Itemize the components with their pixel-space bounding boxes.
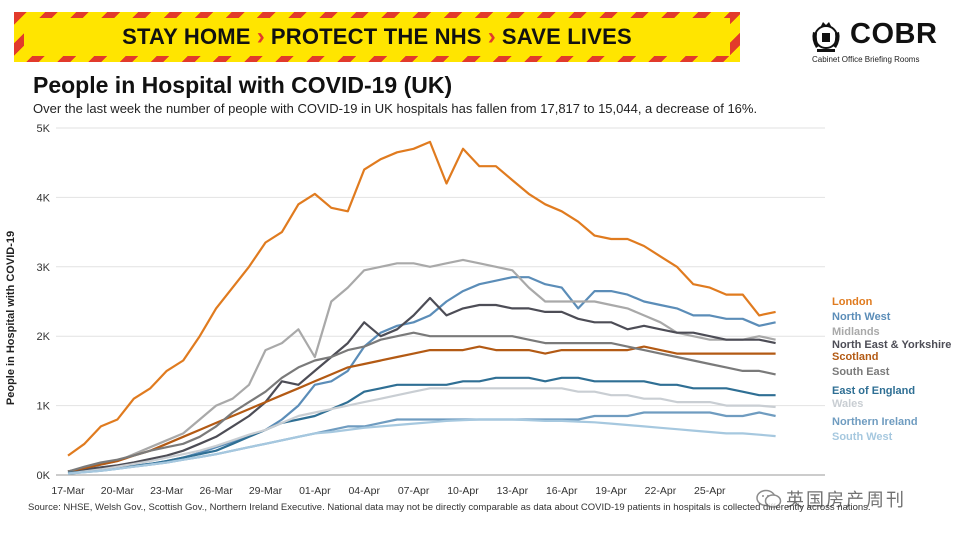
wechat-icon <box>756 489 782 508</box>
y-tick-label: 1K <box>37 401 51 413</box>
legend-label: South West <box>832 431 893 443</box>
legend-label: London <box>832 296 873 308</box>
x-tick-label: 23-Mar <box>150 485 184 497</box>
y-tick-label: 0K <box>37 470 51 482</box>
source-note: Source: NHSE, Welsh Gov., Scottish Gov.,… <box>28 502 871 513</box>
banner-protect-nhs: PROTECT THE NHS <box>270 24 482 49</box>
x-tick-label: 13-Apr <box>497 485 529 497</box>
legend-label: Northern Ireland <box>832 416 918 428</box>
y-tick-label: 2K <box>37 331 51 343</box>
series-line-wales <box>67 387 776 475</box>
legend-label: North West <box>832 311 891 323</box>
logo-subtitle: Cabinet Office Briefing Rooms <box>812 55 920 64</box>
series-line-scotland <box>67 345 776 473</box>
y-tick-label: 5K <box>37 123 51 135</box>
x-tick-label: 25-Apr <box>694 485 726 497</box>
x-tick-label: 29-Mar <box>249 485 283 497</box>
banner-stay-home: STAY HOME <box>122 24 251 49</box>
x-tick-label: 01-Apr <box>299 485 331 497</box>
legend-label: Wales <box>832 398 863 410</box>
watermark-text: 英国房产周刊 <box>786 490 906 510</box>
legend-label: North East & Yorkshire <box>832 339 951 351</box>
x-tick-label: 26-Mar <box>199 485 233 497</box>
y-tick-label: 3K <box>37 262 51 274</box>
x-tick-label: 19-Apr <box>595 485 627 497</box>
hospital-line-chart: 0K 1K 2K 3K 4K 5K 17-Mar 20-Mar 23-Mar 26-Mar 29-M… <box>5 123 951 497</box>
x-tick-label: 20-Mar <box>101 485 135 497</box>
series-line-east-of-england <box>67 376 776 474</box>
stay-home-banner: STAY HOME › PROTECT THE NHS › SAVE LIVES <box>14 12 740 62</box>
chevron-right-icon: › <box>256 23 265 50</box>
legend-label: Scotland <box>832 351 878 363</box>
banner-save-lives: SAVE LIVES <box>501 24 632 49</box>
x-tick-label: 17-Mar <box>51 485 85 497</box>
series-line-midlands <box>67 258 776 473</box>
royal-crest-icon <box>812 22 840 52</box>
series-line-northern-ireland <box>67 411 776 475</box>
y-tick-label: 4K <box>37 192 51 204</box>
banner-text-row: STAY HOME › PROTECT THE NHS › SAVE LIVES <box>24 18 730 56</box>
x-tick-label: 04-Apr <box>348 485 380 497</box>
x-tick-label: 22-Apr <box>645 485 677 497</box>
logo-title: COBR <box>850 18 938 50</box>
watermark: 英国房产周刊 <box>756 484 936 514</box>
legend-label: South East <box>832 366 890 378</box>
x-tick-label: 10-Apr <box>447 485 479 497</box>
chart-axes: 0K 1K 2K 3K 4K 5K 17-Mar 20-Mar 23-Mar 26-Mar 29-M… <box>37 123 727 497</box>
page-subtitle: Over the last week the number of people … <box>33 101 758 116</box>
cobr-logo: COBR Cabinet Office Briefing Rooms <box>808 18 948 66</box>
x-tick-label: 07-Apr <box>398 485 430 497</box>
x-tick-label: 16-Apr <box>546 485 578 497</box>
chevron-right-icon: › <box>487 23 496 50</box>
legend-label: Midlands <box>832 326 880 338</box>
chart-series <box>67 140 776 475</box>
y-axis-label: People in Hospital with COVID-19 <box>5 231 17 405</box>
series-line-south-east <box>67 331 776 473</box>
chart-grid <box>56 127 825 476</box>
series-line-london <box>67 140 776 457</box>
series-line-north-east-yorkshire <box>67 296 776 473</box>
page-title: People in Hospital with COVID-19 (UK) <box>33 72 453 98</box>
legend-label: East of England <box>832 385 915 397</box>
series-line-south-west <box>67 418 776 475</box>
